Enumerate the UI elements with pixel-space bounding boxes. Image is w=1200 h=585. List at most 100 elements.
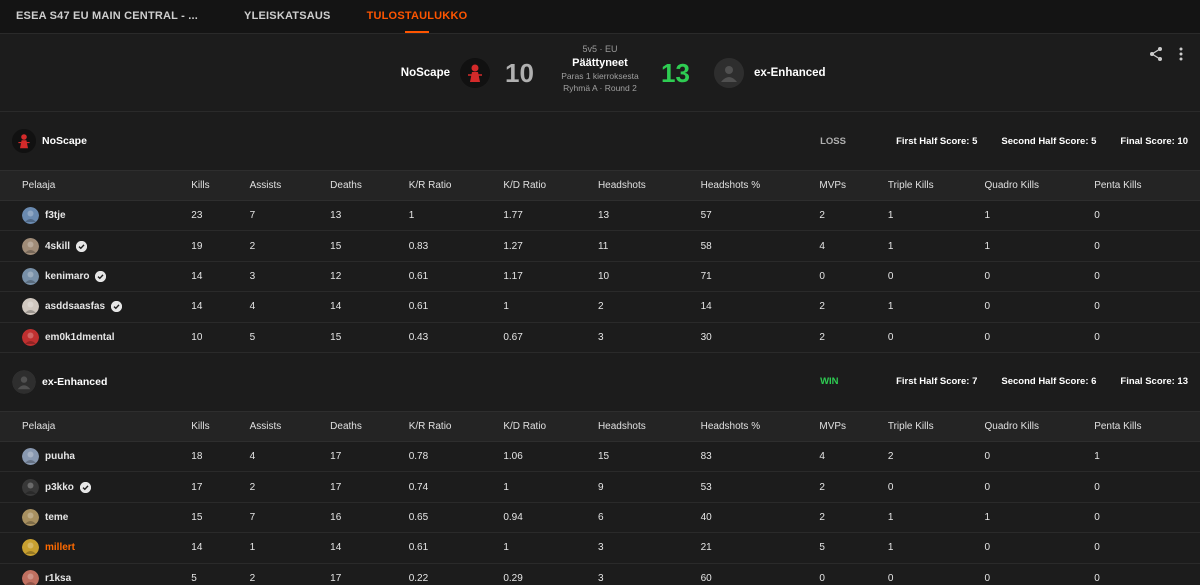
column-header[interactable]: Quadro Kills — [984, 170, 1095, 201]
stat-cell: 0.67 — [503, 322, 598, 353]
stat-cell: 0.78 — [408, 441, 504, 473]
more-vertical-icon[interactable] — [1178, 46, 1184, 67]
stat-cell: 2 — [819, 291, 888, 323]
player-name: asddsaasfas — [45, 301, 106, 313]
column-header[interactable]: K/R Ratio — [408, 410, 504, 442]
column-header[interactable]: Deaths — [330, 170, 409, 201]
tab-tournament[interactable]: ESEA S47 EU MAIN CENTRAL - ... — [16, 10, 199, 22]
stat-cell: 0.65 — [408, 502, 504, 534]
stat-cell: 16 — [330, 502, 409, 534]
table-row[interactable]: r1ksa 5 2 17 0.22 0.29 3 60 0 0 0 0 — [0, 563, 1200, 585]
table-row[interactable]: 4skill 19 2 15 0.83 1.27 11 58 4 1 1 0 — [0, 230, 1200, 262]
table-row[interactable]: teme 15 7 16 0.65 0.94 6 40 2 1 1 0 — [0, 502, 1200, 534]
table-row[interactable]: millert 14 1 14 0.61 1 3 21 5 1 0 0 — [0, 532, 1200, 564]
player-cell[interactable]: r1ksa — [22, 569, 191, 585]
stat-cell: 71 — [700, 261, 820, 293]
stat-cell: 5 — [819, 532, 888, 564]
avatar — [22, 448, 39, 466]
stat-cell: 1 — [887, 502, 985, 534]
stat-cell: 1 — [1094, 441, 1200, 473]
match-info: 5v5 · EU Päättyneet Paras 1 kierroksesta… — [540, 44, 660, 93]
avatar — [22, 328, 39, 346]
column-header[interactable]: Penta Kills — [1094, 410, 1200, 442]
column-header[interactable]: Kills — [191, 170, 250, 201]
stat-cell: 3 — [597, 563, 701, 585]
stat-cell: 15 — [191, 502, 250, 534]
score-left: 10 — [505, 58, 534, 88]
column-header[interactable]: Triple Kills — [887, 410, 985, 442]
stat-cell: 15 — [330, 322, 409, 353]
share-icon[interactable] — [1148, 46, 1164, 67]
stat-cell: 10 — [191, 322, 250, 353]
column-header[interactable]: K/D Ratio — [503, 410, 598, 442]
column-header[interactable]: Quadro Kills — [984, 410, 1095, 442]
column-header[interactable]: Pelaaja — [0, 170, 192, 201]
team-left-header[interactable]: NoScape — [401, 58, 490, 88]
avatar — [22, 267, 39, 285]
match-status: Päättyneet — [572, 57, 628, 69]
column-header[interactable]: Headshots — [597, 170, 701, 201]
tab-scoreboard[interactable]: TULOSTAULUKKO — [349, 0, 486, 33]
team-right-header[interactable]: ex-Enhanced — [714, 58, 826, 88]
stat-cell: 0.29 — [503, 563, 598, 585]
player-cell[interactable]: p3kko — [22, 478, 191, 496]
player-cell[interactable]: em0k1dmental — [22, 328, 191, 346]
stat-cell: 3 — [249, 261, 331, 293]
table-row[interactable]: em0k1dmental 10 5 15 0.43 0.67 3 30 2 0 0 0 — [0, 322, 1200, 353]
column-header[interactable]: Penta Kills — [1094, 170, 1200, 201]
table-row[interactable]: asddsaasfas 14 4 14 0.61 1 2 14 2 1 0 0 — [0, 291, 1200, 323]
stat-cell: 1 — [887, 291, 985, 323]
column-header[interactable]: Triple Kills — [887, 170, 985, 201]
column-header[interactable]: Headshots % — [700, 410, 820, 442]
player-name: puuha — [45, 451, 75, 463]
column-header[interactable]: Headshots % — [700, 170, 820, 201]
table-row[interactable]: puuha 18 4 17 0.78 1.06 15 83 4 2 0 1 — [0, 441, 1200, 473]
match-format: 5v5 · EU — [582, 44, 618, 54]
stat-cell: 0.74 — [408, 471, 504, 503]
stat-cell: 0 — [1094, 200, 1200, 232]
table-row[interactable]: p3kko 17 2 17 0.74 1 9 53 2 0 0 0 — [0, 471, 1200, 503]
table-row[interactable]: f3tje 23 7 13 1 1.77 13 57 2 1 1 0 — [0, 200, 1200, 232]
match-header: NoScape 10 5v5 · EU Päättyneet Paras 1 k… — [0, 34, 1200, 112]
tab-overview[interactable]: YLEISKATSAUS — [244, 10, 331, 22]
column-header[interactable]: Headshots — [597, 410, 701, 442]
team-left-name: NoScape — [400, 67, 450, 79]
stat-cell: 7 — [249, 200, 331, 232]
column-header[interactable]: K/D Ratio — [503, 170, 598, 201]
first-half-score: First Half Score: 5 — [896, 135, 978, 147]
stat-cell: 4 — [819, 230, 888, 262]
team-bar: ex-Enhanced WIN First Half Score: 7 Second … — [0, 353, 1200, 411]
verified-check-icon — [76, 240, 88, 252]
player-cell[interactable]: kenimaro — [22, 267, 191, 285]
player-cell[interactable]: 4skill — [22, 237, 191, 255]
column-header[interactable]: MVPs — [819, 410, 888, 442]
column-header[interactable]: Assists — [249, 170, 331, 201]
player-cell[interactable]: asddsaasfas — [22, 298, 191, 316]
column-header[interactable]: Pelaaja — [0, 410, 192, 442]
table-row[interactable]: kenimaro 14 3 12 0.61 1.17 10 71 0 0 0 0 — [0, 261, 1200, 293]
stat-cell: 2 — [249, 471, 331, 503]
stat-cell: 0.61 — [408, 291, 504, 323]
column-header[interactable]: Deaths — [330, 410, 409, 442]
player-cell[interactable]: millert — [22, 539, 191, 557]
player-cell[interactable]: puuha — [22, 448, 191, 466]
scoreboard: NoScape LOSS First Half Score: 5 Second Hal… — [0, 112, 1200, 585]
stat-cell: 0.22 — [408, 563, 504, 585]
team-name[interactable]: NoScape — [42, 135, 87, 147]
column-header[interactable]: MVPs — [819, 170, 888, 201]
stat-cell: 6 — [597, 502, 701, 534]
stat-cell: 0 — [819, 563, 888, 585]
avatar — [22, 569, 39, 585]
column-header[interactable]: Assists — [249, 410, 331, 442]
team-name[interactable]: ex-Enhanced — [42, 375, 108, 388]
stat-cell: 0 — [1094, 322, 1200, 353]
player-cell[interactable]: f3tje — [22, 207, 191, 225]
column-header[interactable]: Kills — [191, 410, 250, 442]
final-score: Final Score: 13 — [1120, 376, 1188, 388]
stat-cell: 21 — [700, 532, 820, 564]
column-header[interactable]: K/R Ratio — [408, 170, 504, 201]
player-cell[interactable]: teme — [22, 508, 191, 526]
stat-cell: 0 — [819, 261, 888, 293]
header-actions — [1148, 46, 1184, 67]
player-name: teme — [45, 511, 69, 523]
